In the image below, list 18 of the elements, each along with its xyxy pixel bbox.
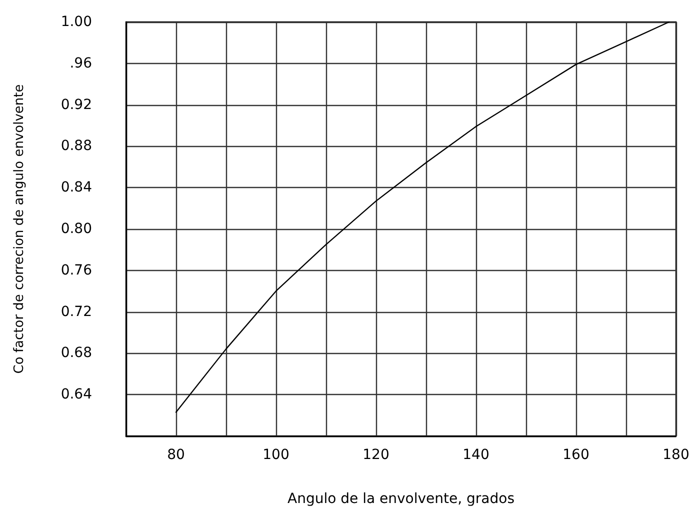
y-tick-label: 1.00: [60, 14, 92, 30]
y-tick-label: 0.68: [60, 345, 92, 362]
y-tick-label: 0.76: [60, 262, 92, 278]
x-tick-label: 100: [262, 447, 290, 463]
y-tick-label: 0.72: [60, 304, 92, 320]
y-tick-label: 0.64: [60, 386, 92, 403]
y-tick-label: 0.80: [60, 221, 92, 237]
y-tick-label: 0.88: [60, 138, 92, 154]
x-tick-label: 120: [362, 447, 390, 463]
x-tick-label: 160: [562, 447, 590, 463]
x-tick-label: 180: [662, 447, 690, 463]
x-axis-title: Angulo de la envolvente, grados: [288, 491, 514, 507]
y-axis-title: Co factor de correcion de angulo envolvente: [12, 84, 27, 374]
y-tick-label: 0.92: [60, 96, 92, 113]
y-tick-label: 0.84: [60, 180, 92, 196]
y-tick-label: .96: [70, 55, 92, 72]
x-tick-label: 140: [462, 447, 490, 463]
x-tick-label: 80: [167, 447, 185, 463]
